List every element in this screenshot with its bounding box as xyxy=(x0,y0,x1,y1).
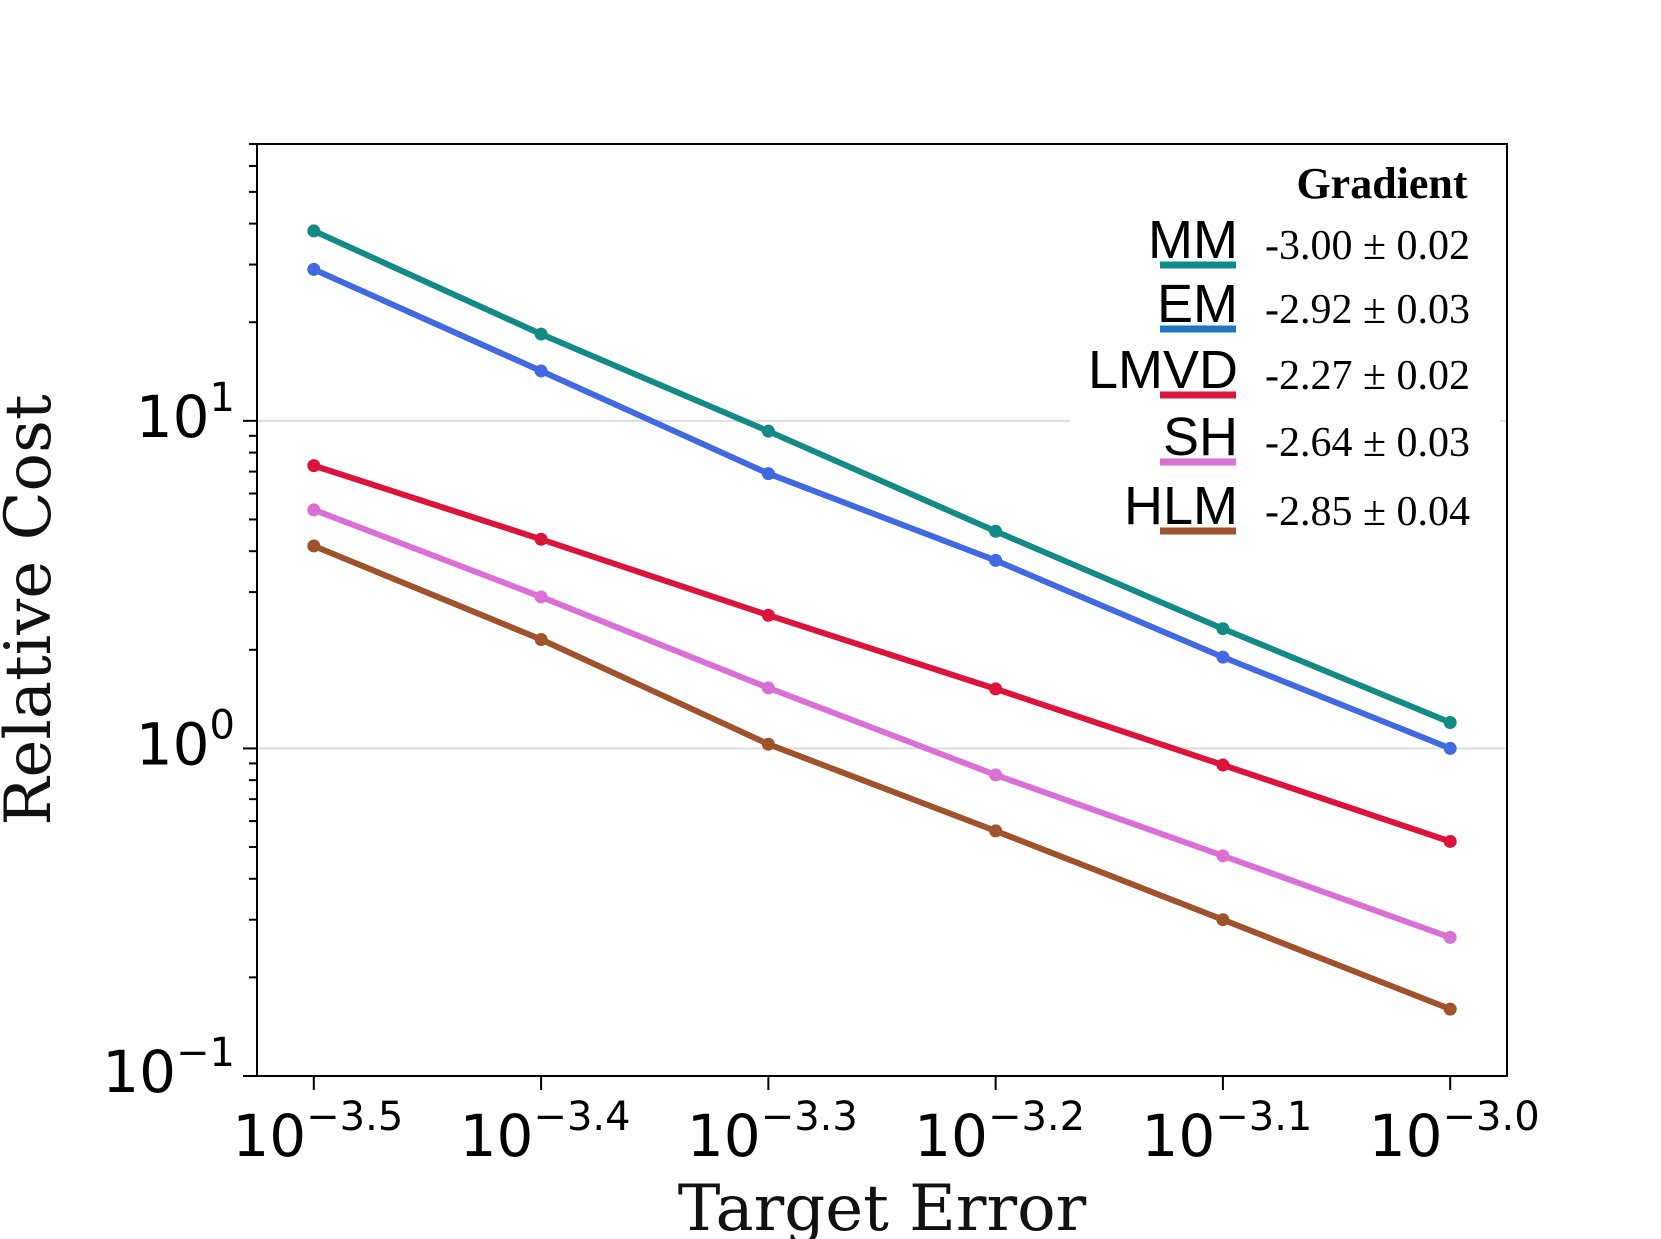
data-point-sh-4 xyxy=(1216,849,1230,863)
y-tick-label-0: 101 xyxy=(136,375,235,451)
data-point-em-4 xyxy=(1216,650,1230,664)
legend-box xyxy=(1070,158,1500,544)
data-point-lmvd-3 xyxy=(989,682,1003,696)
data-point-em-5 xyxy=(1443,741,1457,755)
data-point-mm-4 xyxy=(1216,622,1230,636)
series-line-mm xyxy=(310,227,1454,726)
data-point-sh-1 xyxy=(534,590,548,604)
data-point-hlm-2 xyxy=(761,737,775,751)
data-point-sh-2 xyxy=(761,681,775,695)
x-tick-label-2: 10−3.3 xyxy=(687,1094,858,1170)
data-point-hlm-5 xyxy=(1443,1002,1457,1016)
data-point-lmvd-0 xyxy=(307,459,321,473)
data-point-hlm-3 xyxy=(989,824,1003,838)
data-point-sh-0 xyxy=(307,503,321,517)
x-axis-label: Target Error xyxy=(678,1172,1087,1239)
plot-area-frame xyxy=(256,143,1508,1077)
data-point-mm-1 xyxy=(534,327,548,341)
x-tick-label-0: 10−3.5 xyxy=(232,1094,403,1170)
x-tick-label-3: 10−3.2 xyxy=(914,1094,1085,1170)
legend-gradient-em: -2.92 ± 0.03 xyxy=(1265,287,1470,333)
y-axis-label: Relative Cost xyxy=(0,394,66,826)
data-point-em-3 xyxy=(989,553,1003,567)
y-tick-label-1: 100 xyxy=(136,702,235,778)
data-point-em-2 xyxy=(761,467,775,481)
y-tick-labels: 101 100 10−1 xyxy=(102,375,235,1106)
axis-ticks xyxy=(243,143,1452,1090)
data-point-em-1 xyxy=(534,364,548,378)
y-tick-label-2: 10−1 xyxy=(102,1030,235,1106)
series-em xyxy=(307,262,1457,755)
legend-label-lmvd: LMVD xyxy=(1088,340,1238,400)
legend: Gradient MM -3.00 ± 0.02 EM -2.92 ± 0.03 LMV… xyxy=(1088,159,1470,536)
x-tick-label-1: 10−3.4 xyxy=(460,1094,631,1170)
data-point-mm-5 xyxy=(1443,715,1457,729)
series-line-em xyxy=(310,266,1454,752)
series-line-hlm xyxy=(310,543,1454,1013)
legend-label-hlm: HLM xyxy=(1124,476,1238,536)
data-point-lmvd-4 xyxy=(1216,758,1230,772)
data-point-em-0 xyxy=(307,262,321,276)
x-tick-label-5: 10−3.0 xyxy=(1369,1094,1540,1170)
series-sh xyxy=(307,503,1457,944)
legend-label-mm: MM xyxy=(1148,210,1238,270)
x-tick-label-4: 10−3.1 xyxy=(1141,1094,1312,1170)
legend-gradient-lmvd: -2.27 ± 0.02 xyxy=(1265,353,1470,399)
series-hlm xyxy=(307,539,1457,1016)
data-point-sh-3 xyxy=(989,768,1003,782)
data-series xyxy=(307,224,1457,1016)
series-line-lmvd xyxy=(310,462,1454,845)
data-point-hlm-4 xyxy=(1216,913,1230,927)
legend-label-sh: SH xyxy=(1163,407,1238,467)
data-point-mm-0 xyxy=(307,224,321,238)
legend-gradient-sh: -2.64 ± 0.03 xyxy=(1265,420,1470,466)
series-lmvd xyxy=(307,459,1457,848)
legend-label-em: EM xyxy=(1157,274,1238,334)
legend-title: Gradient xyxy=(1296,159,1467,208)
data-point-mm-3 xyxy=(989,524,1003,538)
data-point-mm-2 xyxy=(761,424,775,438)
legend-gradient-mm: -3.00 ± 0.02 xyxy=(1265,223,1470,269)
legend-background xyxy=(1070,158,1500,544)
data-point-lmvd-5 xyxy=(1443,834,1457,848)
legend-gradient-hlm: -2.85 ± 0.04 xyxy=(1265,489,1470,535)
series-mm xyxy=(307,224,1457,729)
x-tick-labels: 10−3.5 10−3.4 10−3.3 10−3.2 10−3.1 10−3.0 xyxy=(232,1094,1539,1170)
data-point-lmvd-1 xyxy=(534,532,548,546)
series-line-sh xyxy=(310,506,1454,941)
data-point-sh-5 xyxy=(1443,930,1457,944)
data-point-hlm-1 xyxy=(534,633,548,647)
data-point-hlm-0 xyxy=(307,539,321,553)
data-point-lmvd-2 xyxy=(761,608,775,622)
